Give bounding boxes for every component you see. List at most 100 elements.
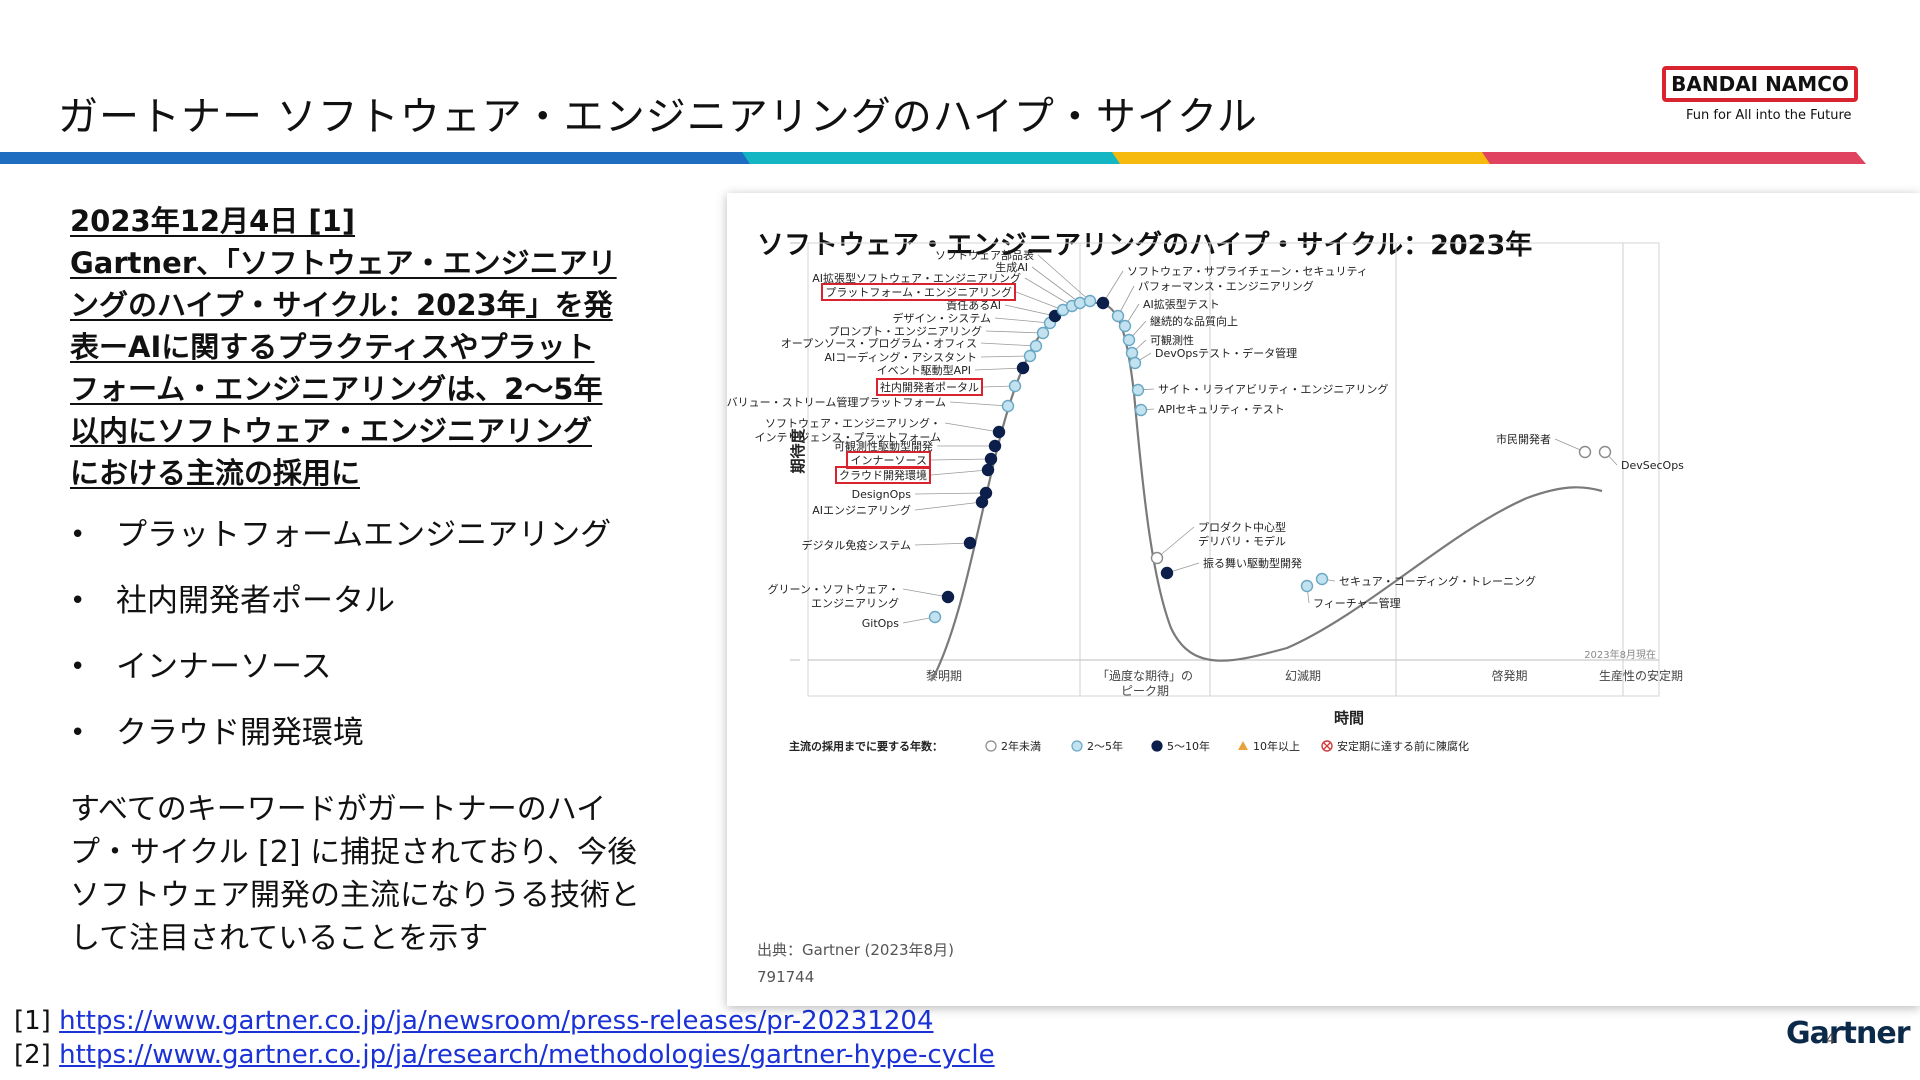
point-marker xyxy=(1096,296,1110,310)
point-leader xyxy=(985,330,1044,334)
color-bar-red xyxy=(1482,152,1866,164)
point-label: プロダクト中心型 xyxy=(1198,520,1286,534)
phase-label: ピーク期 xyxy=(1121,684,1169,698)
reference-link-1[interactable]: https://www.gartner.co.jp/ja/newsroom/pr… xyxy=(59,1006,934,1036)
point-leader xyxy=(980,355,1031,358)
chart-doc-id: 791744 xyxy=(757,968,815,986)
headline-line: 以内にソフトウェア・エンジニアリング xyxy=(70,414,593,448)
point-label: グリーン・ソフトウェア・ xyxy=(768,582,899,596)
point-leader xyxy=(949,401,1009,407)
point-label: DevSecOps xyxy=(1621,459,1684,472)
point-marker xyxy=(981,463,995,477)
legend-marker xyxy=(1238,741,1248,750)
point-label: 可観測性駆動型開発 xyxy=(834,439,933,453)
summary-line: すべてのキーワードがガートナーのハイ xyxy=(70,792,607,827)
point-marker xyxy=(1008,379,1022,393)
point-label: ソフトウェア・エンジニアリング・ xyxy=(765,416,941,430)
point-marker xyxy=(984,452,998,466)
headline: 2023年12月4日 [1] Gartner、「ソフトウェア・エンジニアリ ング… xyxy=(70,200,680,494)
point-marker xyxy=(1111,309,1125,323)
list-item: プラットフォームエンジニアリング xyxy=(70,516,690,582)
header-color-bar xyxy=(0,152,1866,164)
page-number: 4 xyxy=(1826,1032,1835,1048)
point-marker xyxy=(1073,296,1087,310)
hype-cycle-figure: ソフトウェア・エンジニアリングのハイプ・サイクル：2023年 黎明期 「過度な期待… xyxy=(727,193,1920,1006)
y-axis-label: 期待度 xyxy=(789,428,807,474)
legend-label: 2〜5年 xyxy=(1087,739,1123,753)
point-label: インテリジェンス・プラットフォーム xyxy=(755,431,941,444)
references: [1] https://www.gartner.co.jp/ja/newsroo… xyxy=(14,1004,995,1072)
point-marker xyxy=(1016,361,1030,375)
point-marker xyxy=(992,425,1006,439)
point-marker xyxy=(1029,339,1043,353)
point-label: ソフトウェア部品表 xyxy=(935,248,1034,262)
point-leader xyxy=(1102,270,1124,304)
point-label: イベント駆動型API xyxy=(877,363,971,377)
legend-title: 主流の採用までに要する年数： xyxy=(789,739,943,753)
legend-label: 10年以上 xyxy=(1253,739,1300,753)
point-marker xyxy=(1118,319,1132,333)
point-label: エンジニアリング xyxy=(811,596,899,610)
point-leader xyxy=(980,342,1037,347)
point-marker xyxy=(1160,566,1174,580)
legend-marker xyxy=(985,740,997,752)
point-label: デジタル免疫システム xyxy=(802,538,911,552)
legend-label: 安定期に達する前に陳腐化 xyxy=(1337,739,1469,753)
point-label: バリュー・ストリーム管理プラットフォーム xyxy=(727,395,946,409)
point-leader xyxy=(1037,254,1091,302)
legend-label: 2年未満 xyxy=(1001,739,1041,753)
headline-line: 2023年12月4日 [1] xyxy=(70,204,356,238)
point-marker xyxy=(1134,403,1148,417)
point-marker xyxy=(963,536,977,550)
reference-1: [1] https://www.gartner.co.jp/ja/newsroo… xyxy=(14,1004,995,1038)
point-leader xyxy=(914,542,971,546)
phase-label: 黎明期 xyxy=(926,669,962,683)
headline-line: フォーム・エンジニアリングは、2〜5年 xyxy=(70,372,603,406)
bandai-namco-logo: BANDAI NAMCO Fun for All into the Future xyxy=(1662,64,1866,124)
point-leader xyxy=(1031,266,1081,304)
reference-number: [1] xyxy=(14,1006,51,1036)
point-marker xyxy=(1122,333,1136,347)
point-label: パフォーマンス・エンジニアリング xyxy=(1138,279,1314,293)
point-label: 振る舞い駆動型開発 xyxy=(1203,556,1302,570)
point-leader xyxy=(930,469,989,476)
point-marker xyxy=(1001,399,1015,413)
point-marker xyxy=(1125,346,1139,360)
point-marker xyxy=(1598,445,1612,459)
point-label: 可観測性 xyxy=(1150,333,1194,347)
summary-line: して注目されていることを示す xyxy=(70,921,489,956)
point-label: サイト・リライアビリティ・エンジニアリング xyxy=(1158,382,1388,396)
point-marker xyxy=(1315,572,1329,586)
summary-text: すべてのキーワードがガートナーのハイ プ・サイクル [2] に捕捉されており、今… xyxy=(70,788,680,960)
as-of-label: 2023年8月現在 xyxy=(1584,648,1656,661)
point-marker xyxy=(1128,356,1142,370)
point-marker xyxy=(1083,294,1097,308)
point-label: インナーソース xyxy=(851,454,927,467)
legend-label: 5〜10年 xyxy=(1167,739,1210,753)
point-label: AIコーディング・アシスタント xyxy=(824,350,977,364)
point-label: APIセキュリティ・テスト xyxy=(1158,403,1285,416)
highlight-box xyxy=(846,451,931,469)
reference-number: [2] xyxy=(14,1040,51,1070)
point-leader xyxy=(1015,291,1064,311)
point-marker xyxy=(1300,579,1314,593)
point-leader xyxy=(1004,304,1056,317)
point-label: デリバリ・モデル xyxy=(1198,534,1286,548)
headline-line: における主流の採用に xyxy=(70,456,361,490)
point-leader xyxy=(902,588,949,598)
point-label: デザイン・システム xyxy=(892,311,991,325)
point-label: GitOps xyxy=(862,617,900,630)
color-bar-yellow xyxy=(1112,152,1496,164)
legend-marker xyxy=(1151,740,1163,752)
point-label: プラットフォーム・エンジニアリング xyxy=(825,285,1012,299)
logo-wordmark: BANDAI NAMCO xyxy=(1662,66,1858,102)
logo-tagline: Fun for All into the Future xyxy=(1686,108,1852,123)
reference-link-2[interactable]: https://www.gartner.co.jp/ja/research/me… xyxy=(59,1040,995,1070)
point-leader xyxy=(930,458,992,461)
legend-marker-x xyxy=(1323,742,1331,750)
point-label: DevOpsテスト・データ管理 xyxy=(1155,346,1297,360)
chart-source: 出典：Gartner (2023年8月) xyxy=(757,941,954,959)
point-marker xyxy=(1023,349,1037,363)
headline-line: 表ーAIに関するプラクティスやプラット xyxy=(70,330,595,364)
